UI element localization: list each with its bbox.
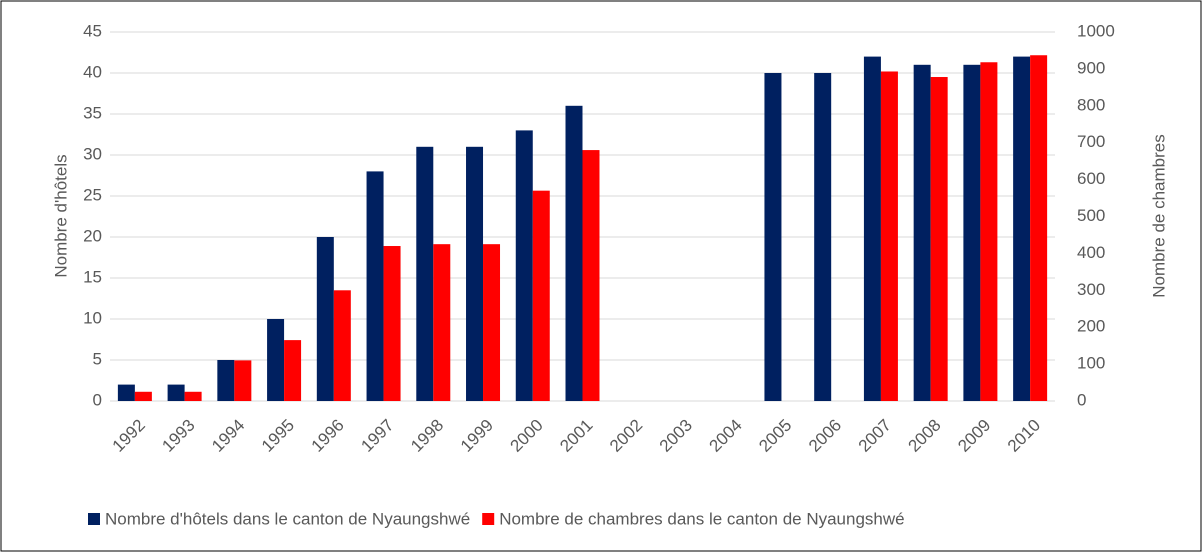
y2-tick-label: 600 xyxy=(1077,169,1105,188)
legend-swatch xyxy=(482,513,495,525)
y2-tick-label: 700 xyxy=(1077,132,1105,151)
y2-tick-label: 800 xyxy=(1077,95,1105,114)
bar xyxy=(333,290,351,401)
y-tick-label: 35 xyxy=(83,103,102,122)
y-tick-label: 45 xyxy=(83,21,102,40)
bar xyxy=(466,146,484,401)
y-tick-label: 40 xyxy=(83,62,102,81)
bar xyxy=(913,64,931,402)
y-tick-label: 15 xyxy=(83,267,102,286)
y2-tick-label: 200 xyxy=(1077,317,1105,336)
y2-axis-label: Nombre de chambres xyxy=(1149,134,1168,297)
y2-tick-label: 900 xyxy=(1077,58,1105,77)
y2-tick-label: 500 xyxy=(1077,206,1105,225)
bar xyxy=(532,190,550,401)
y2-tick-label: 1000 xyxy=(1077,21,1115,40)
legend-swatch xyxy=(88,513,100,525)
y-axis-label: Nombre d'hôtels xyxy=(51,154,70,277)
bar xyxy=(565,105,583,402)
bar xyxy=(1013,56,1031,401)
bar xyxy=(267,319,285,401)
y-tick-label: 10 xyxy=(83,308,102,327)
y2-tick-label: 400 xyxy=(1077,243,1105,262)
bar xyxy=(1030,55,1048,401)
y-tick-label: 0 xyxy=(93,390,102,409)
y-tick-label: 25 xyxy=(83,185,102,204)
bar xyxy=(880,71,898,401)
y-tick-label: 20 xyxy=(83,226,102,245)
bar xyxy=(515,130,533,401)
bar xyxy=(366,171,384,401)
bar xyxy=(582,150,600,401)
bar xyxy=(930,77,948,401)
y2-tick-label: 100 xyxy=(1077,354,1105,373)
y-tick-label: 5 xyxy=(93,349,102,368)
bar xyxy=(217,360,235,401)
bar xyxy=(814,73,832,401)
bar xyxy=(316,237,334,401)
bar xyxy=(383,246,401,401)
bar xyxy=(134,391,152,401)
bar xyxy=(963,64,981,402)
bar xyxy=(416,146,434,401)
y-tick-label: 30 xyxy=(83,144,102,163)
y2-tick-label: 300 xyxy=(1077,280,1105,299)
bar xyxy=(980,62,998,402)
bar xyxy=(184,391,202,401)
legend-label: Nombre de chambres dans le canton de Nya… xyxy=(499,509,904,528)
bar xyxy=(117,384,135,401)
bar xyxy=(167,384,185,401)
bar xyxy=(234,360,252,401)
bar xyxy=(433,244,451,401)
bar xyxy=(483,244,501,401)
y2-tick-label: 0 xyxy=(1077,390,1086,409)
bar xyxy=(764,73,782,401)
legend-label: Nombre d'hôtels dans le canton de Nyaung… xyxy=(105,509,470,528)
bar xyxy=(284,340,302,401)
bar xyxy=(863,56,881,401)
